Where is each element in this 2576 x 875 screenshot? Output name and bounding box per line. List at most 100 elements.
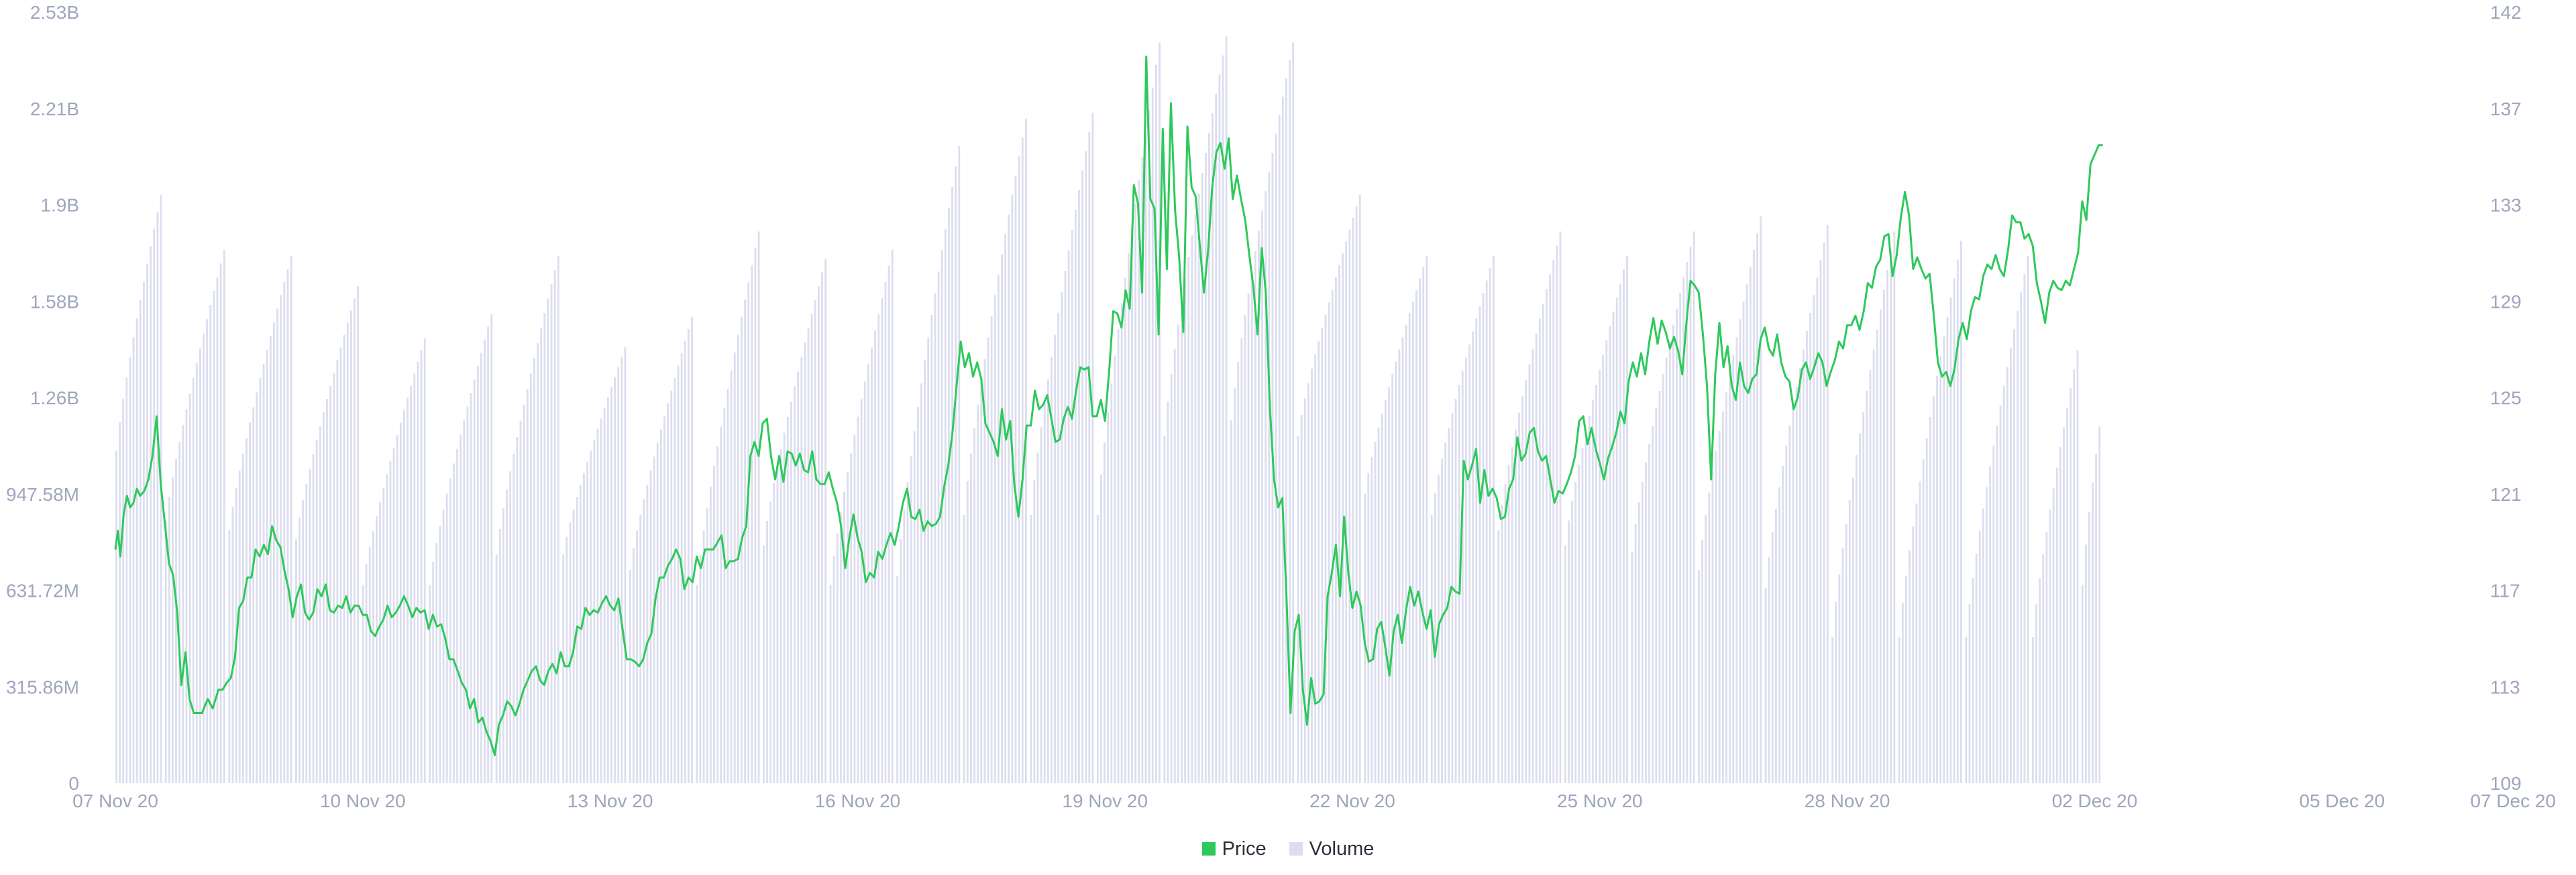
volume-bar <box>490 314 493 783</box>
volume-bar <box>1588 415 1591 783</box>
volume-bar <box>1652 425 1654 783</box>
volume-bar <box>659 429 662 783</box>
price-line <box>114 55 2103 756</box>
volume-bar <box>216 277 219 783</box>
volume-bar <box>1391 374 1394 783</box>
volume-bar <box>382 487 385 783</box>
volume-bar <box>1342 253 1344 783</box>
volume-bar <box>519 420 522 783</box>
volume-bar <box>1739 319 1741 783</box>
volume-bar <box>1869 370 1872 783</box>
volume-bar <box>833 556 835 783</box>
volume-bar <box>1124 278 1126 783</box>
volume-bar <box>175 459 177 783</box>
volume-bar <box>319 426 321 783</box>
volume-bar <box>1946 316 1949 783</box>
volume-bar <box>1901 603 1904 783</box>
volume-bar <box>1760 216 1762 783</box>
volume-bar <box>526 388 529 783</box>
volume-bar <box>266 349 268 783</box>
volume-bar <box>579 485 582 783</box>
volume-bar <box>916 407 919 783</box>
volume-bar <box>336 360 339 783</box>
volume-bar <box>417 361 419 783</box>
volume-bar <box>1764 588 1767 783</box>
volume-bar <box>1338 265 1340 783</box>
volume-bar <box>1729 373 1731 783</box>
volume-bar <box>280 295 282 783</box>
volume-bar <box>1556 245 1558 783</box>
volume-bar <box>1461 371 1464 783</box>
volume-bar <box>231 506 234 783</box>
volume-bar <box>153 229 156 783</box>
volume-bar <box>1024 119 1027 784</box>
legend-item-price[interactable]: Price <box>1201 837 1267 860</box>
y-right-axis: 109 113 117 121 125 129 133 137 142 <box>2490 2 2522 794</box>
volume-bar <box>948 208 950 783</box>
volume-bar <box>847 472 849 783</box>
volume-bar <box>790 401 792 783</box>
volume-bar <box>973 428 975 783</box>
volume-bar <box>1708 492 1711 783</box>
volume-bar <box>1134 204 1137 783</box>
x-axis: 07 Nov 20 10 Nov 20 13 Nov 20 16 Nov 20 19 N… <box>72 791 2556 811</box>
legend-item-volume[interactable]: Volume <box>1289 838 1374 860</box>
volume-bar <box>1641 481 1644 783</box>
volume-bar <box>195 363 198 783</box>
volume-bar <box>1120 303 1123 783</box>
volume-bar <box>1230 420 1232 783</box>
volume-bar <box>346 323 349 783</box>
volume-bar <box>1163 435 1166 783</box>
volume-bar <box>2070 388 2072 783</box>
volume-bar <box>1595 384 1597 783</box>
x-tick-label: 25 Nov 20 <box>1557 791 1643 811</box>
volume-bar <box>1682 277 1685 783</box>
volume-bar <box>744 299 746 783</box>
volume-bar <box>1655 408 1658 783</box>
legend-label-price: Price <box>1222 837 1267 860</box>
volume-bar <box>1085 151 1087 783</box>
y-left-tick-label: 2.53B <box>30 2 79 23</box>
x-tick-label: 13 Nov 20 <box>568 791 653 811</box>
volume-bar <box>1542 303 1544 783</box>
volume-bar <box>529 373 532 783</box>
volume-bar <box>670 390 673 783</box>
volume-bar <box>487 327 490 783</box>
volume-bar <box>379 502 381 783</box>
volume-bar <box>1275 133 1277 783</box>
volume-bar <box>533 358 535 783</box>
volume-bar <box>1318 341 1320 783</box>
volume-bar <box>1128 253 1130 783</box>
volume-bar <box>283 282 286 783</box>
volume-bar <box>523 404 525 783</box>
volume-bar <box>1564 545 1566 783</box>
volume-bar <box>674 377 676 783</box>
volume-bar <box>1968 604 1971 783</box>
volume-bar <box>1721 411 1724 783</box>
volume-bar <box>1081 170 1083 783</box>
volume-bar <box>1571 500 1573 783</box>
volume-bar <box>987 337 989 784</box>
volume-bar <box>1215 93 1218 784</box>
volume-bar <box>1138 180 1140 784</box>
volume-bar <box>1803 349 1805 783</box>
volume-bar <box>1532 349 1534 783</box>
volume-bar <box>903 509 906 783</box>
volume-bar <box>2035 604 2037 783</box>
volume-bar <box>238 470 241 783</box>
volume-bar <box>1792 406 1794 783</box>
volume-bar <box>1848 500 1851 783</box>
volume-bar <box>473 379 476 783</box>
volume-bar <box>1879 309 1882 783</box>
volume-bar <box>874 331 877 783</box>
volume-bar <box>924 360 926 783</box>
volume-bar <box>1922 459 1925 783</box>
volume-bar <box>1578 465 1580 783</box>
volume-bar <box>955 166 957 783</box>
volume-bar <box>322 412 325 783</box>
volume-bar <box>1788 425 1791 783</box>
volume-bar <box>1605 340 1608 783</box>
volume-bar <box>1989 466 1992 783</box>
volume-bar <box>677 365 680 783</box>
y-left-tick-label: 1.58B <box>30 291 79 312</box>
